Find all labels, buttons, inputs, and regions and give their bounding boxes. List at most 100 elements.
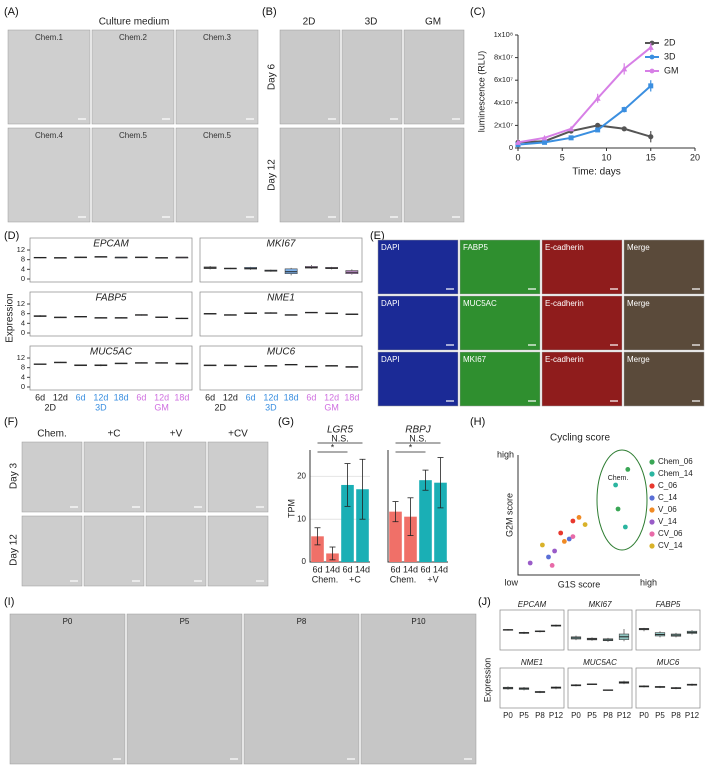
- significance-label: *: [331, 442, 335, 452]
- x-tick-label: P8: [671, 711, 681, 720]
- micrograph: [377, 351, 459, 407]
- x-tick-label: 12d: [93, 392, 108, 402]
- legend-marker: [649, 495, 655, 501]
- y-tick-label: 12: [17, 245, 25, 254]
- micrograph: [403, 29, 465, 125]
- micrograph: [341, 29, 403, 125]
- y-tick-label: 12: [17, 299, 25, 308]
- legend-label: Chem_14: [658, 469, 693, 478]
- image-label: P5: [180, 617, 190, 626]
- micrograph: [126, 613, 243, 765]
- series-line: [517, 46, 652, 144]
- chart-title: LGR5: [327, 425, 354, 436]
- image-label: DAPI: [381, 243, 400, 252]
- y-tick-label: 6x10⁷: [494, 75, 513, 84]
- x-tick-label: 18d: [344, 392, 359, 402]
- chart-title: RBPJ: [405, 425, 432, 436]
- point: [582, 522, 588, 527]
- point: [549, 563, 555, 568]
- micrograph: [175, 29, 259, 125]
- micrograph: [403, 127, 465, 223]
- x-tick-label: 6d: [35, 392, 45, 402]
- x-tick-label: P12: [617, 711, 632, 720]
- image-label: P10: [411, 617, 426, 626]
- point: [570, 534, 576, 539]
- panel-label: (F): [4, 416, 18, 428]
- point: [570, 518, 576, 524]
- micrograph: [9, 613, 126, 765]
- facet-title: MKI67: [588, 600, 612, 609]
- legend-label: 2D: [664, 37, 676, 47]
- x-tick-label: 6d: [246, 392, 256, 402]
- bar: [311, 536, 324, 562]
- x-tick-label: 0: [515, 152, 520, 162]
- facet-title: MUC5AC: [90, 347, 133, 358]
- bar: [341, 484, 354, 562]
- facet-frame: [635, 667, 701, 709]
- y-tick-label: 8x10⁷: [494, 53, 513, 62]
- group-label: 3D: [95, 402, 107, 412]
- point: [576, 515, 582, 520]
- point: [621, 126, 627, 132]
- row-label: Day 12: [9, 534, 20, 566]
- legend-label: C_14: [658, 493, 678, 502]
- legend-label: CV_14: [658, 541, 683, 550]
- image-label: E-cadherin: [545, 243, 584, 252]
- facet-frame: [499, 609, 565, 651]
- point: [621, 107, 627, 113]
- micrograph: [83, 515, 145, 587]
- group-label: +V: [427, 574, 438, 584]
- x-tick-label: 6d: [420, 564, 430, 574]
- x-tick-label: 6d: [306, 392, 316, 402]
- bar: [389, 511, 402, 562]
- legend-label: V_06: [658, 505, 677, 514]
- image-label: DAPI: [381, 355, 400, 364]
- significance-label: *: [409, 442, 413, 452]
- micrograph: [145, 515, 207, 587]
- panel-label: (E): [370, 230, 385, 242]
- group-label: 3D: [265, 402, 277, 412]
- facet-title: FABP5: [656, 600, 681, 609]
- legend-marker: [649, 459, 655, 465]
- facet-title: MUC5AC: [583, 658, 617, 667]
- point: [615, 506, 621, 512]
- group-label: Chem.: [390, 574, 417, 584]
- significance-label: N.S.: [409, 433, 427, 443]
- x-tick-label: high: [640, 577, 657, 587]
- micrograph: [21, 515, 83, 587]
- micrograph: [279, 127, 341, 223]
- micrograph: [623, 239, 705, 295]
- micrograph: [360, 613, 477, 765]
- image-label: E-cadherin: [545, 355, 584, 364]
- point: [558, 530, 564, 536]
- y-tick-label: 12: [17, 353, 25, 362]
- bar: [434, 482, 447, 562]
- micrograph: [91, 29, 175, 125]
- legend-marker: [649, 507, 655, 513]
- point: [568, 135, 574, 141]
- series-line: [517, 124, 652, 144]
- facet-frame: [567, 667, 633, 709]
- x-tick-label: P12: [549, 711, 564, 720]
- facet-frame: [567, 609, 633, 651]
- axis: [517, 455, 640, 576]
- image-label: Merge: [627, 299, 650, 308]
- y-tick-label: 0: [21, 328, 25, 337]
- point: [540, 542, 545, 548]
- x-tick-label: 12d: [53, 392, 68, 402]
- point: [568, 125, 575, 132]
- x-tick-label: 14d: [325, 564, 340, 574]
- group-label: 2D: [214, 402, 226, 412]
- facet-frame: [199, 345, 363, 391]
- row-label: Day 3: [9, 463, 20, 490]
- image-label: E-cadherin: [545, 299, 584, 308]
- panel-title: Culture medium: [99, 17, 170, 28]
- x-tick-label: 10: [601, 152, 611, 162]
- image-label: Chem.3: [203, 33, 232, 42]
- micrograph: [459, 295, 541, 351]
- micrograph: [207, 515, 269, 587]
- point: [561, 539, 567, 544]
- micrograph: [7, 29, 91, 125]
- x-tick-label: 14d: [403, 564, 418, 574]
